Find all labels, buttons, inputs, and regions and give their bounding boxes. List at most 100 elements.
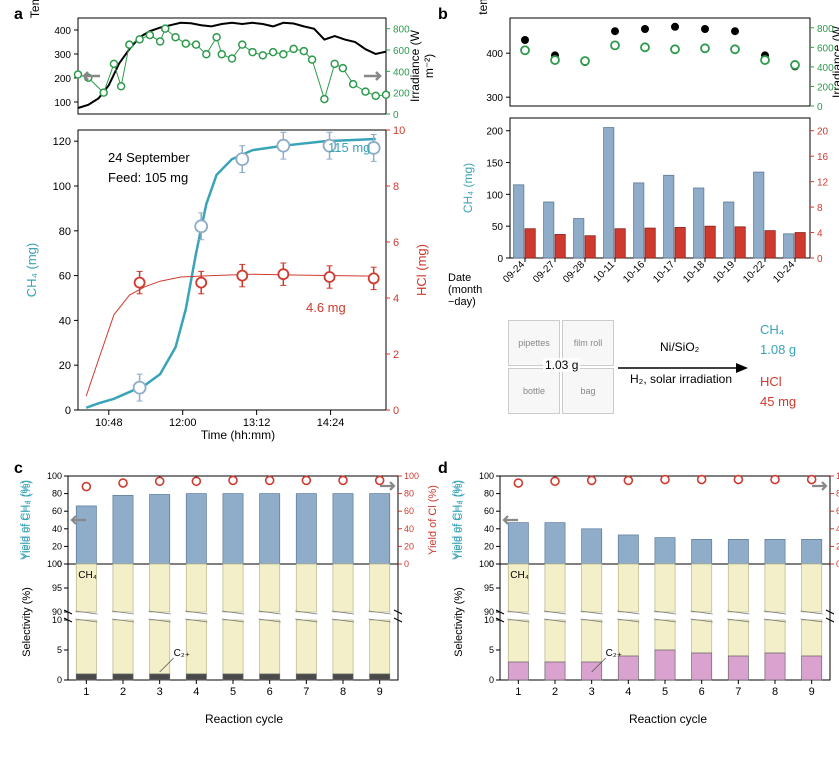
a-feed: Feed: 105 mg <box>108 170 188 185</box>
svg-text:60: 60 <box>59 271 71 283</box>
svg-text:0: 0 <box>489 675 494 685</box>
svg-text:2: 2 <box>552 686 558 698</box>
b-top-right-axis-label: Irradiance (W m⁻²) <box>830 16 839 108</box>
svg-text:3: 3 <box>157 686 163 698</box>
svg-text:0: 0 <box>404 559 409 569</box>
a-top-left-axis-label: Temperature (°C) <box>28 0 42 20</box>
svg-text:Selectivity (%): Selectivity (%) <box>21 587 33 657</box>
schematic-catalyst: Ni/SiO₂ <box>660 340 699 354</box>
svg-text:0: 0 <box>65 405 71 417</box>
b-x-label: Date (month −day) <box>448 272 508 308</box>
svg-text:9: 9 <box>377 686 383 698</box>
svg-text:3: 3 <box>589 686 595 698</box>
a-hcl-final: 4.6 mg <box>306 300 346 315</box>
svg-text:80: 80 <box>404 489 414 499</box>
svg-text:6: 6 <box>699 686 705 698</box>
svg-text:4: 4 <box>193 686 199 698</box>
svg-text:40: 40 <box>404 524 414 534</box>
svg-text:5: 5 <box>230 686 236 698</box>
svg-text:60: 60 <box>484 506 494 516</box>
svg-text:60: 60 <box>52 506 62 516</box>
svg-text:10-19: 10-19 <box>711 259 737 285</box>
schematic-mass: 1.03 g <box>543 358 580 372</box>
svg-text:CH₄: CH₄ <box>510 570 529 581</box>
svg-text:7: 7 <box>735 686 741 698</box>
svg-text:100: 100 <box>47 471 62 481</box>
svg-text:5: 5 <box>489 645 494 655</box>
panel-c-chart: 02040608010002040608010090951000510CH₄C₂… <box>68 476 398 706</box>
svg-text:6: 6 <box>267 686 273 698</box>
svg-text:CH₄ (mg): CH₄ (mg) <box>24 243 39 297</box>
svg-text:1: 1 <box>83 686 89 698</box>
panel-label-b: b <box>438 6 448 24</box>
svg-text:0: 0 <box>393 405 399 417</box>
svg-text:C₂₊: C₂₊ <box>174 648 190 659</box>
svg-text:40: 40 <box>484 524 494 534</box>
svg-text:CH₄: CH₄ <box>78 570 97 581</box>
svg-text:Yield of CH₄ (%): Yield of CH₄ (%) <box>21 480 33 560</box>
svg-text:100: 100 <box>53 181 71 193</box>
panel-d-chart: 02040608010002040608010090951000510CH₄C₂… <box>500 476 830 706</box>
b-top-left-axis-label: Maximum temperature (°C) <box>462 0 490 16</box>
panel-label-a: a <box>14 6 23 24</box>
svg-text:80: 80 <box>52 489 62 499</box>
svg-text:5: 5 <box>662 686 668 698</box>
svg-text:10: 10 <box>393 125 405 137</box>
svg-text:60: 60 <box>404 506 414 516</box>
svg-text:40: 40 <box>59 315 71 327</box>
svg-text:12: 12 <box>817 178 829 189</box>
svg-text:120: 120 <box>53 136 71 148</box>
svg-text:Selectivity (%): Selectivity (%) <box>453 587 465 657</box>
svg-text:200: 200 <box>486 127 503 138</box>
svg-text:50: 50 <box>492 222 504 233</box>
schematic-hcl-label: HCl <box>760 374 782 389</box>
svg-text:20: 20 <box>52 541 62 551</box>
svg-text:09-28: 09-28 <box>561 259 587 285</box>
svg-text:4: 4 <box>817 229 823 240</box>
a-ch4-final: 115 mg <box>328 140 370 155</box>
svg-text:40: 40 <box>52 524 62 534</box>
svg-text:10-16: 10-16 <box>621 259 647 285</box>
svg-text:10: 10 <box>484 615 494 625</box>
a-date: 24 September <box>108 150 190 165</box>
panel-label-d: d <box>438 460 448 478</box>
d-x-label: Reaction cycle <box>608 712 728 726</box>
panel-a-top-chart: 1002003004000200400600800 <box>78 18 386 114</box>
svg-text:6: 6 <box>393 237 399 249</box>
schematic-conditions: H₂, solar irradiation <box>630 372 732 386</box>
schematic-item-4: bag <box>562 368 614 414</box>
svg-text:8: 8 <box>772 686 778 698</box>
svg-text:14:24: 14:24 <box>317 417 345 429</box>
svg-text:10: 10 <box>52 615 62 625</box>
svg-text:8: 8 <box>393 181 399 193</box>
svg-text:Yield of Cl (%): Yield of Cl (%) <box>427 485 439 555</box>
svg-text:C₂₊: C₂₊ <box>606 648 622 659</box>
svg-text:0: 0 <box>497 254 503 265</box>
svg-text:2: 2 <box>120 686 126 698</box>
svg-text:300: 300 <box>486 93 503 104</box>
svg-text:0: 0 <box>817 254 823 265</box>
svg-text:16: 16 <box>817 152 829 163</box>
svg-text:7: 7 <box>303 686 309 698</box>
svg-text:80: 80 <box>484 489 494 499</box>
svg-text:CH₄ (mg): CH₄ (mg) <box>461 163 475 213</box>
svg-text:10-18: 10-18 <box>681 259 707 285</box>
panel-b-top-chart: 3004000200400600800 <box>510 18 810 106</box>
svg-text:100: 100 <box>479 559 494 569</box>
svg-text:10-17: 10-17 <box>651 259 677 285</box>
svg-text:20: 20 <box>59 360 71 372</box>
schematic-ch4-label: CH₄ <box>760 322 784 337</box>
svg-text:10:48: 10:48 <box>95 417 123 429</box>
svg-text:Yield of CH₄ (%): Yield of CH₄ (%) <box>453 480 465 560</box>
svg-text:1: 1 <box>515 686 521 698</box>
svg-text:20: 20 <box>817 127 829 138</box>
panel-b-bar-chart: 05010015020004812162009-2409-2709-2810-1… <box>510 118 810 258</box>
svg-text:20: 20 <box>484 541 494 551</box>
svg-text:400: 400 <box>54 26 71 37</box>
svg-text:10-24: 10-24 <box>771 259 797 285</box>
svg-text:80: 80 <box>59 226 71 238</box>
svg-text:100: 100 <box>47 559 62 569</box>
svg-text:100: 100 <box>404 471 419 481</box>
c-x-label: Reaction cycle <box>184 712 304 726</box>
a-top-right-axis-label: Irradiance (W m⁻²) <box>408 18 436 114</box>
